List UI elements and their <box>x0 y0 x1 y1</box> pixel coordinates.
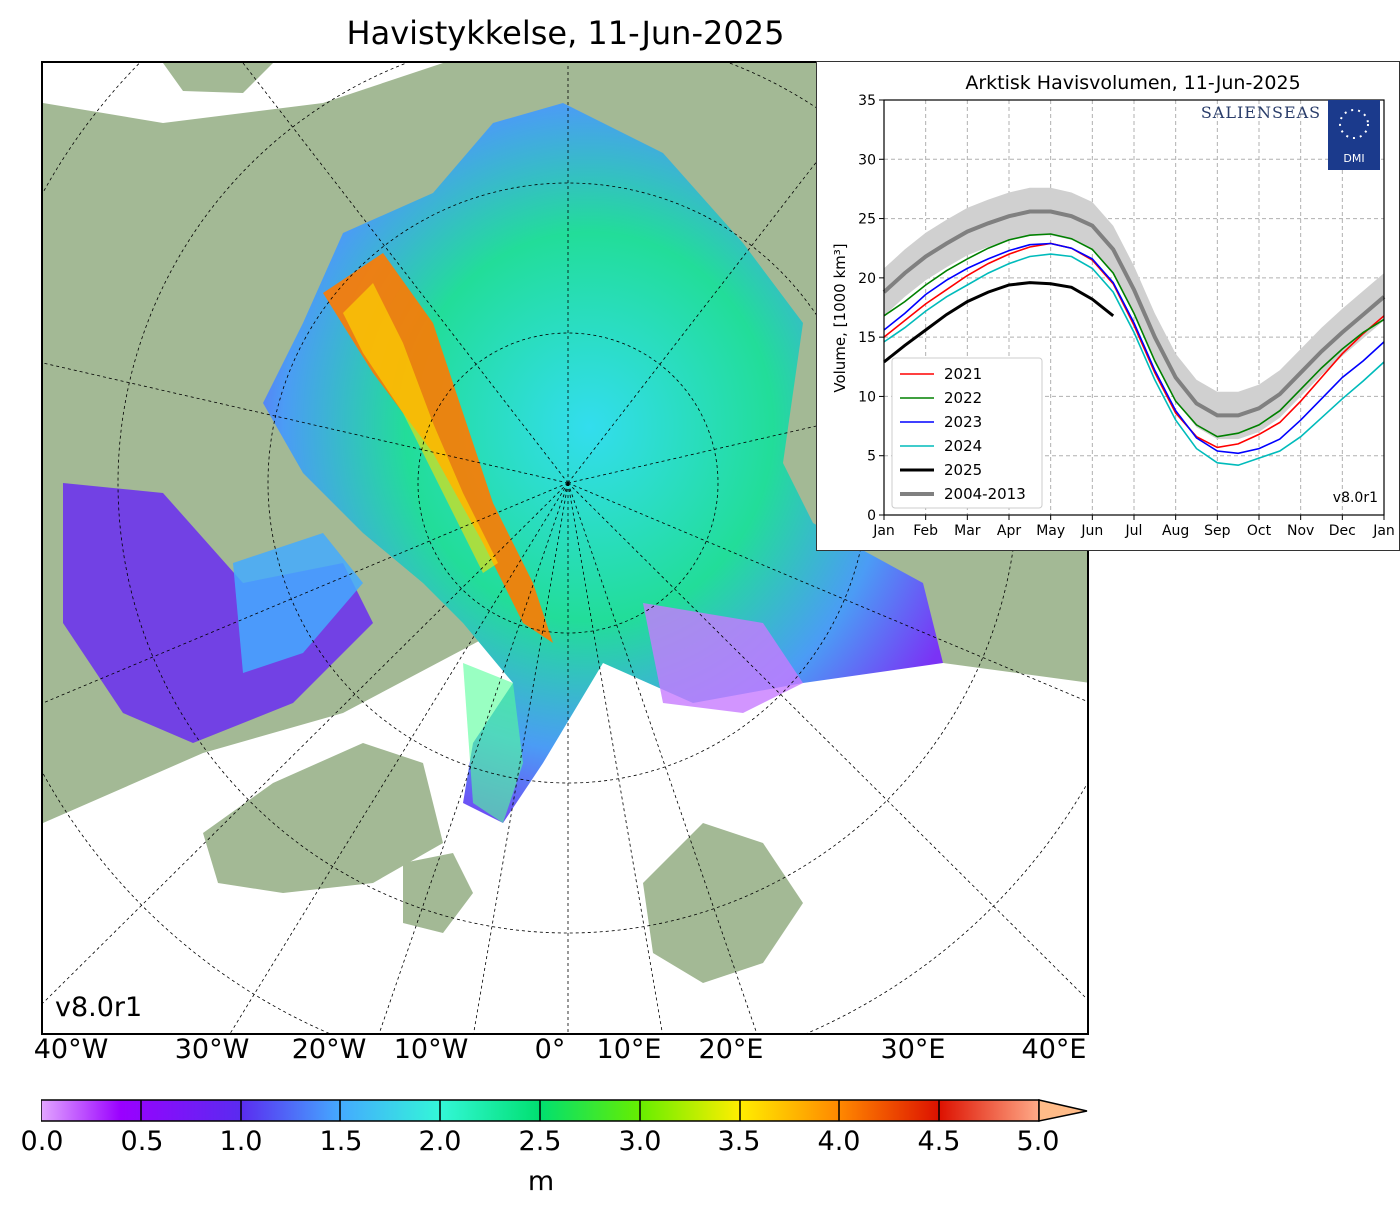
sea-ice <box>63 103 943 823</box>
lon-label: 10°W <box>393 1034 469 1065</box>
meridian-line <box>567 63 894 484</box>
colorbar-tick-label: 2.5 <box>518 1126 562 1157</box>
lon-label: 10°E <box>596 1034 662 1065</box>
map-version-label: v8.0r1 <box>55 992 143 1023</box>
x-tick-label: Oct <box>1247 523 1272 539</box>
greenland-south <box>203 743 443 893</box>
legend-label: 2004-2013 <box>944 485 1026 503</box>
legend-label: 2023 <box>944 413 982 431</box>
meridian-line <box>242 63 569 484</box>
page-title: Havistykkelse, 11-Jun-2025 <box>346 14 785 52</box>
colorbar-tick-label: 3.0 <box>618 1126 662 1157</box>
series-line-2025 <box>883 281 1115 364</box>
meridian-line <box>378 482 569 1033</box>
lon-label: 40°W <box>33 1034 109 1065</box>
legend-label: 2022 <box>944 389 982 407</box>
x-tick-label: Apr <box>997 523 1021 539</box>
series-line-2023 <box>883 242 1385 455</box>
y-tick-label: 20 <box>858 271 876 287</box>
meridian-line <box>567 482 663 1033</box>
chart-legend: 2021 2022 2023 2024 2025 2004-2013 <box>891 357 1043 509</box>
map-svg <box>43 63 1087 1033</box>
scandinavia <box>643 823 803 983</box>
colorbar-tick-label: 3.5 <box>717 1126 761 1157</box>
lon-label: 20°W <box>291 1034 367 1065</box>
meridian-line <box>567 482 1087 702</box>
barents-sea-ice <box>643 603 803 713</box>
colorbar-extend-arrow <box>1038 1099 1088 1122</box>
legend-label: 2021 <box>944 365 982 383</box>
meridian-line <box>43 482 569 704</box>
colorbar-tick-label: 5.0 <box>1016 1126 1060 1157</box>
lon-label: 30°E <box>880 1034 946 1065</box>
x-tick-label: Nov <box>1287 523 1314 539</box>
y-axis-label: Volume, [1000 km³] <box>831 243 849 392</box>
dmi-logo <box>1328 100 1380 170</box>
series-line-2004-2013 <box>882 209 1386 418</box>
x-tick-label: Dec <box>1329 523 1356 539</box>
alaska-peninsula <box>163 63 273 93</box>
y-tick-label: 35 <box>858 93 876 109</box>
colorbar-tick-label: 1.0 <box>219 1126 263 1157</box>
colorbar-tick-label: 0.5 <box>120 1126 164 1157</box>
y-tick-label: 25 <box>858 212 876 228</box>
hudson-bay-ice <box>63 483 373 743</box>
x-tick-label: Jul <box>1125 523 1143 539</box>
meridian-line <box>567 482 1087 1000</box>
series-line-2024 <box>883 253 1385 467</box>
y-tick-label: 15 <box>858 330 876 346</box>
colorbar-unit: m <box>527 1166 555 1197</box>
meridian-line <box>473 482 569 1033</box>
dmi-logo-text: DMI <box>1343 152 1364 165</box>
x-tick-label: Aug <box>1162 523 1189 539</box>
dmi-logo-crown-icon <box>1339 109 1369 139</box>
north-atlantic-ocean <box>43 583 1087 1033</box>
colorbar <box>41 1099 1088 1122</box>
x-tick-label: Feb <box>913 523 938 539</box>
x-tick-label: Jan <box>1372 523 1395 539</box>
colorbar-tick-label: 4.0 <box>817 1126 861 1157</box>
salienseas-logo: SALIENSEAS <box>1201 103 1321 122</box>
chart-title: Arktisk Havisvolumen, 11-Jun-2025 <box>965 72 1300 94</box>
colorbar-tick-label: 2.0 <box>418 1126 462 1157</box>
legend-label: 2024 <box>944 437 982 455</box>
legend-label: 2025 <box>944 461 982 479</box>
x-tick-label: Jan <box>872 523 895 539</box>
lon-label: 20°E <box>698 1034 764 1065</box>
meridian-line <box>229 482 569 1033</box>
colorbar-tick-marks <box>140 1100 940 1121</box>
colorbar-tick-label: 1.5 <box>319 1126 363 1157</box>
x-tick-label: Mar <box>954 523 981 539</box>
meridian-line <box>567 482 758 1033</box>
x-tick-label: Jun <box>1080 523 1103 539</box>
volume-chart-inset: Arktisk Havisvolumen, 11-Jun-2025 Volume… <box>816 61 1400 551</box>
volume-chart-svg: Arktisk Havisvolumen, 11-Jun-2025 Volume… <box>831 72 1395 539</box>
series-line-2021 <box>883 242 1385 449</box>
logos: SALIENSEAS DMI <box>1201 100 1380 170</box>
colorbar-tick-label: 0.0 <box>20 1126 64 1157</box>
x-tick-label: Sep <box>1204 523 1231 539</box>
lon-label: 30°W <box>174 1034 250 1065</box>
lon-label: 0° <box>534 1034 566 1065</box>
y-tick-label: 0 <box>867 508 876 524</box>
baffin-bay-ice <box>233 533 363 673</box>
iceland <box>403 853 473 933</box>
thick-ice-yellow <box>343 283 498 573</box>
series-line-2022 <box>883 233 1385 438</box>
fram-strait-ice <box>463 663 523 823</box>
lon-label: 40°E <box>1021 1034 1087 1065</box>
colorbar-tick-label: 4.5 <box>917 1126 961 1157</box>
y-tick-label: 30 <box>858 152 876 168</box>
y-tick-label: 5 <box>867 449 876 465</box>
chart-version-label: v8.0r1 <box>1333 490 1378 506</box>
plot-frame <box>883 99 1385 516</box>
x-tick-label: May <box>1036 523 1065 539</box>
y-tick-label: 10 <box>858 389 876 405</box>
